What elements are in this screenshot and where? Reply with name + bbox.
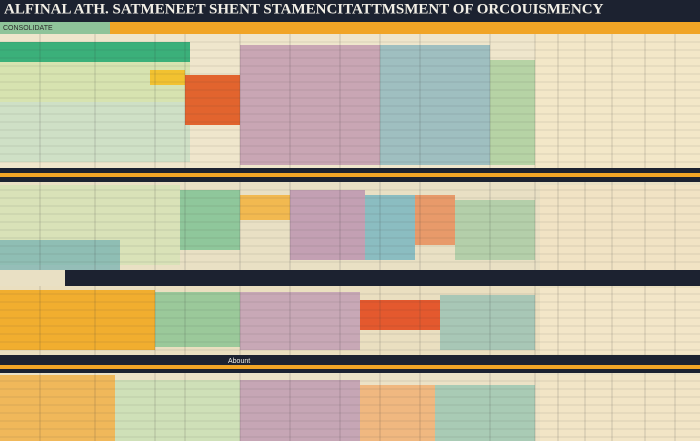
divider: [0, 270, 700, 286]
block: [490, 60, 535, 165]
block: [240, 45, 380, 165]
block: [240, 292, 360, 350]
block: [540, 185, 700, 270]
grid: [0, 34, 700, 441]
block: [115, 380, 240, 441]
section-label: CONSOLIDATE: [3, 25, 53, 32]
title: ALFINAL ATH. SATMENEET SHENT STAMENCITAT…: [4, 1, 604, 17]
block: [455, 200, 535, 260]
block: [380, 45, 490, 165]
block: [435, 385, 535, 441]
block: [0, 102, 190, 162]
block: [540, 375, 700, 441]
block: [155, 292, 240, 347]
header-band: [0, 22, 700, 34]
title-bar: [0, 0, 700, 22]
block: [0, 375, 115, 441]
block: [360, 385, 435, 441]
block: [290, 190, 365, 260]
block: [240, 380, 360, 441]
block: [150, 70, 185, 85]
block: [415, 195, 455, 245]
block: [240, 195, 290, 220]
divider-cell: [0, 270, 65, 286]
block: [0, 240, 120, 270]
block: [440, 295, 535, 350]
block: [540, 288, 700, 354]
block: [0, 290, 155, 350]
block: [0, 42, 190, 62]
divider-line: [0, 173, 700, 177]
divider: [0, 355, 700, 373]
section-label: Abount: [228, 358, 250, 365]
divider-line: [0, 365, 700, 369]
block: [360, 300, 440, 330]
block: [365, 195, 415, 260]
block: [535, 34, 700, 170]
block: [180, 190, 240, 250]
header-cell: [0, 22, 110, 34]
block: [185, 75, 240, 125]
